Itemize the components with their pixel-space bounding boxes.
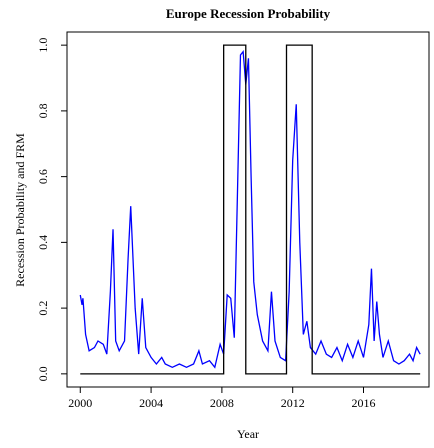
x-tick-label: 2016 <box>352 396 376 410</box>
x-tick-label: 2008 <box>210 396 234 410</box>
x-axis-label: Year <box>237 427 259 441</box>
x-tick-label: 2000 <box>68 396 92 410</box>
y-tick-label: 0.8 <box>36 103 50 118</box>
plot-frame <box>66 31 430 388</box>
y-axis-label: Recession Probability and FRM <box>13 133 27 287</box>
x-tick-label: 2004 <box>139 396 163 410</box>
y-tick-label: 0.0 <box>36 366 50 381</box>
x-tick-label: 2012 <box>281 396 305 410</box>
data-line <box>80 44 421 375</box>
chart-title: Europe Recession Probability <box>166 6 331 21</box>
y-tick-label: 1.0 <box>36 38 50 53</box>
y-tick-label: 0.4 <box>36 235 50 250</box>
data-line <box>79 50 421 369</box>
y-tick-label: 0.6 <box>36 169 50 184</box>
y-tick-label: 0.2 <box>36 301 50 316</box>
